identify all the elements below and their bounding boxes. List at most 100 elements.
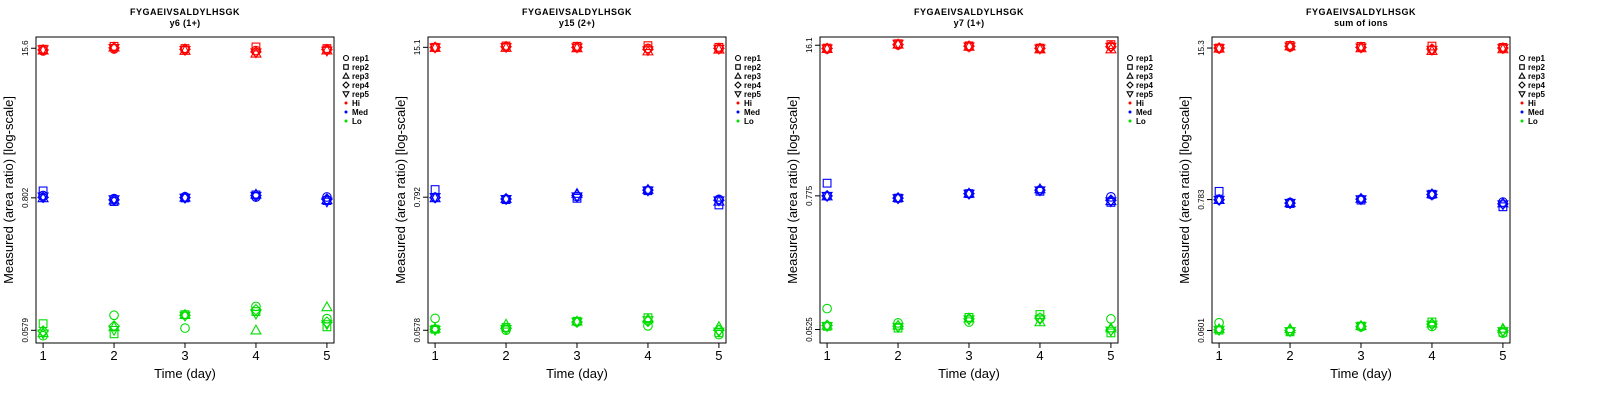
data-point-med-rep3 — [1213, 193, 1225, 205]
data-point-med-rep3 — [892, 191, 904, 203]
data-point-hi-rep5 — [1034, 44, 1046, 55]
legend-marker-med — [1520, 110, 1524, 114]
x-tick-label: 4 — [252, 348, 259, 363]
data-point-lo-rep4 — [108, 320, 120, 332]
x-tick-label: 1 — [823, 348, 830, 363]
data-point-med-rep3 — [500, 192, 512, 203]
legend-label-hi: Hi — [352, 99, 360, 108]
data-point-med-rep5 — [1034, 186, 1046, 197]
chart-subtitle: y7 (1+) — [954, 18, 985, 28]
x-axis-label: Time (day) — [154, 366, 216, 381]
y-tick-label: 0.775 — [805, 185, 814, 206]
data-point-lo-rep5 — [179, 311, 191, 322]
x-tick-label: 2 — [894, 348, 901, 363]
data-point-med-rep3 — [250, 188, 262, 199]
y-tick-label: 15.6 — [21, 40, 30, 56]
legend-marker-rep5 — [1126, 91, 1134, 98]
data-point-hi-rep5 — [179, 45, 191, 57]
legend-label-rep3: rep3 — [744, 72, 761, 81]
legend-label-rep4: rep4 — [1136, 81, 1153, 90]
chart-subtitle: y6 (1+) — [170, 18, 201, 28]
legend-label-rep2: rep2 — [1528, 63, 1545, 72]
data-point-med-rep4 — [1104, 194, 1117, 207]
x-tick-label: 5 — [715, 348, 722, 363]
y-tick-label: 0.783 — [1197, 189, 1206, 210]
x-tick-label: 2 — [1286, 348, 1293, 363]
legend-label-rep3: rep3 — [1136, 72, 1153, 81]
legend-label-hi: Hi — [1528, 99, 1536, 108]
y-axis-label: Measured (area ratio) [log-scale] — [393, 96, 408, 284]
data-point-lo-rep3 — [429, 322, 441, 333]
legend-marker-lo — [344, 119, 348, 123]
y-tick-label: 0.792 — [413, 187, 422, 208]
legend-marker-hi — [736, 101, 740, 105]
data-point-hi-rep5 — [1105, 42, 1117, 54]
data-point-hi-rep3 — [1284, 40, 1296, 51]
data-point-med-rep3 — [179, 191, 191, 202]
data-point-med-rep5 — [821, 191, 833, 203]
legend-label-rep2: rep2 — [744, 63, 761, 72]
legend-marker-rep1 — [342, 54, 350, 62]
x-axis-label: Time (day) — [938, 366, 1000, 381]
y-tick-label: 0.0579 — [21, 318, 30, 343]
legend-label-med: Med — [1528, 108, 1544, 117]
legend-label-hi: Hi — [744, 99, 752, 108]
data-point-hi-rep5 — [1497, 44, 1509, 55]
legend-marker-rep2 — [343, 64, 349, 70]
data-point-lo-rep2 — [1035, 310, 1045, 319]
chart-title: FYGAEIVSALDYLHSGK — [1306, 7, 1416, 17]
data-point-lo-rep5 — [571, 317, 583, 329]
data-point-med-rep5 — [321, 197, 333, 208]
data-point-hi-rep3 — [429, 41, 441, 52]
legend-marker-rep3 — [1518, 72, 1526, 79]
legend-marker-lo — [736, 119, 740, 123]
data-point-lo-rep5 — [1355, 322, 1367, 333]
legend-label-rep1: rep1 — [1136, 54, 1153, 63]
data-point-lo-rep1 — [180, 323, 190, 333]
data-point-lo-rep5 — [892, 322, 904, 334]
legend-label-med: Med — [352, 108, 368, 117]
x-tick-label: 2 — [502, 348, 509, 363]
data-point-lo-rep3 — [713, 320, 725, 331]
y-axis-label: Measured (area ratio) [log-scale] — [1177, 96, 1192, 284]
x-axis-label: Time (day) — [546, 366, 608, 381]
y-tick-label: 0.0525 — [805, 317, 814, 342]
data-point-lo-rep3 — [1426, 317, 1438, 328]
data-point-lo-rep5 — [429, 325, 441, 337]
data-point-hi-rep5 — [321, 46, 333, 57]
data-point-hi-rep5 — [1355, 43, 1367, 54]
data-point-hi-rep3 — [963, 40, 975, 51]
legend-marker-med — [344, 110, 348, 114]
data-point-med-rep5 — [1213, 195, 1225, 207]
data-point-med-rep5 — [1105, 197, 1117, 208]
legend-label-rep1: rep1 — [744, 54, 761, 63]
data-point-lo-rep3 — [250, 324, 262, 335]
data-point-hi-rep3 — [321, 44, 333, 55]
legend-label-lo: Lo — [352, 117, 362, 126]
data-point-lo-rep3 — [571, 315, 583, 326]
legend-marker-rep4 — [342, 81, 350, 89]
x-tick-label: 3 — [1357, 348, 1364, 363]
data-point-lo-rep1 — [109, 310, 119, 321]
data-point-med-rep3 — [1426, 187, 1438, 199]
x-tick-label: 4 — [1428, 348, 1435, 363]
data-point-hi-rep5 — [642, 46, 654, 57]
data-point-lo-rep4 — [37, 325, 50, 338]
data-point-lo-rep5 — [642, 316, 654, 327]
data-point-lo-rep5 — [963, 315, 975, 326]
data-point-hi-rep5 — [108, 43, 120, 55]
x-tick-label: 5 — [323, 348, 330, 363]
data-point-lo-rep5 — [1497, 327, 1509, 338]
data-point-lo-rep3 — [500, 318, 512, 329]
legend-label-med: Med — [1136, 108, 1152, 117]
data-point-lo-rep3 — [963, 312, 975, 323]
data-point-lo-rep1 — [1214, 317, 1224, 328]
data-point-lo-rep3 — [1355, 319, 1367, 330]
legend-label-rep2: rep2 — [1136, 63, 1153, 72]
data-point-med-rep5 — [500, 195, 512, 206]
legend-label-lo: Lo — [744, 117, 754, 126]
